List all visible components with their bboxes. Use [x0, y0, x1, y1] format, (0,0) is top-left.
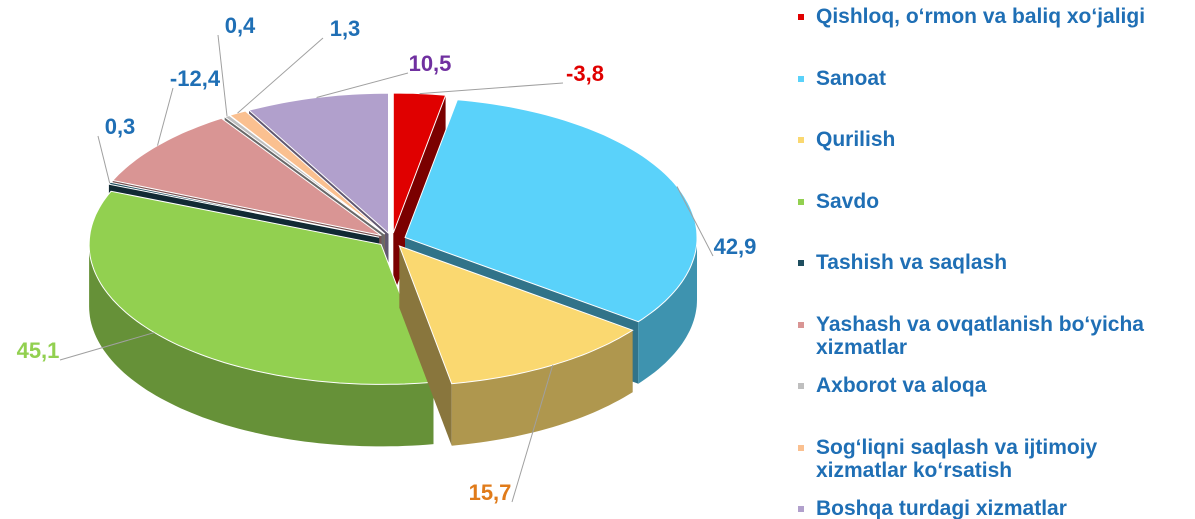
legend-entry: Sanoat [798, 67, 1193, 90]
legend-swatch [798, 321, 804, 328]
legend-label: Yashash va ovqatlanish bo‘yicha xizmatla… [816, 312, 1144, 359]
legend-label: Sog‘liqni saqlash va ijtimoiy xizmatlar … [816, 435, 1098, 482]
legend-label: Savdo [816, 189, 880, 213]
legend-entry: Qurilish [798, 128, 1193, 151]
slice-side [638, 237, 697, 384]
data-label: -3,8 [566, 61, 604, 86]
legend-entry: Axborot va aloqa [798, 374, 1193, 397]
legend-swatch [798, 444, 804, 451]
data-label: 1,3 [330, 16, 361, 41]
legend-entry: Sog‘liqni saqlash va ijtimoiy xizmatlar … [798, 436, 1193, 482]
legend-label: Axborot va aloqa [816, 374, 987, 397]
slice-side [451, 330, 633, 446]
legend-swatch [798, 14, 804, 20]
data-label: 42,9 [714, 234, 757, 259]
data-label: 10,5 [409, 51, 452, 76]
leader-line [419, 82, 564, 95]
legend-entry: Yashash va ovqatlanish bo‘yicha xizmatla… [798, 313, 1193, 359]
legend-swatch [798, 137, 804, 143]
slice [111, 117, 382, 236]
slice [88, 190, 435, 385]
leader-line [59, 332, 155, 361]
data-label: 45,1 [17, 338, 60, 363]
leader-line [511, 364, 554, 503]
data-label: 15,7 [469, 480, 512, 505]
leader-line [157, 87, 174, 146]
slice-wall [399, 246, 452, 446]
legend-label: Qishloq, o‘rmon va baliq xo‘jaligi [816, 5, 1146, 28]
legend-label: Qurilish [816, 128, 896, 151]
legend-swatch [798, 198, 804, 205]
legend-label: Boshqa turdagi xizmatlar [816, 497, 1067, 519]
legend-entry: Tashish va saqlash [798, 251, 1193, 274]
legend-entry: Boshqa turdagi xizmatlar [798, 497, 1193, 519]
leader-line [217, 34, 228, 117]
slice [398, 245, 634, 385]
leader-line [676, 186, 714, 257]
data-label: 0,4 [225, 13, 256, 38]
data-label: -12,4 [170, 66, 221, 91]
legend-entry: Qishloq, o‘rmon va baliq xo‘jaligi [798, 5, 1193, 28]
legend-swatch [798, 75, 804, 82]
legend-label: Sanoat [816, 66, 887, 90]
slice [247, 92, 389, 235]
leader-line [237, 37, 324, 114]
legend-label: Tashish va saqlash [816, 251, 1008, 274]
leader-line [97, 135, 111, 184]
legend-swatch [798, 260, 804, 266]
leader-line [316, 72, 409, 99]
legend-entry: Savdo [798, 190, 1193, 213]
data-label: 0,3 [105, 114, 136, 139]
slice [223, 114, 385, 235]
slice-side [89, 244, 434, 447]
legend-swatch [798, 506, 804, 512]
slice [107, 181, 380, 238]
legend-swatch [798, 383, 804, 389]
slice [404, 99, 698, 323]
chart: -3,8 42,9 15,7 45,1 0,3 -12,4 0,4 1,3 10,5 [17, 13, 757, 505]
